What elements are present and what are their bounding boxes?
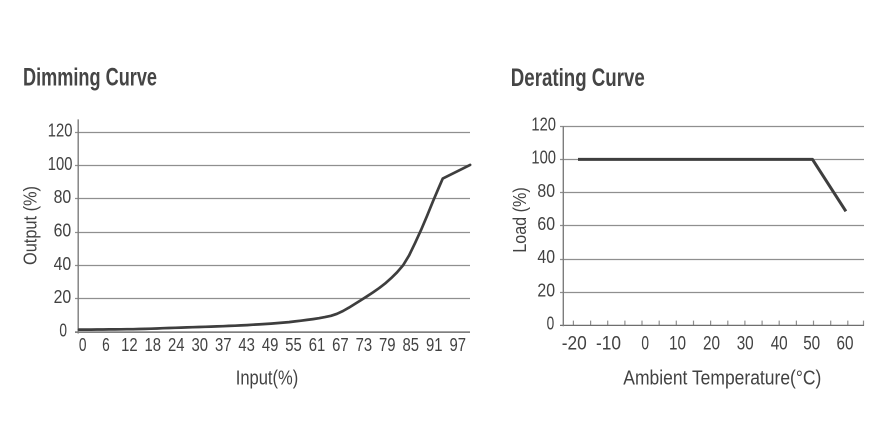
svg-text:40: 40 <box>771 334 788 355</box>
svg-text:Dimming Curve: Dimming Curve <box>23 64 157 92</box>
svg-text:55: 55 <box>285 334 302 355</box>
svg-text:80: 80 <box>54 186 72 207</box>
svg-text:Output (%): Output (%) <box>20 186 41 265</box>
svg-text:30: 30 <box>191 334 208 355</box>
svg-text:37: 37 <box>215 334 232 355</box>
svg-text:Derating Curve: Derating Curve <box>511 64 645 92</box>
svg-text:60: 60 <box>537 213 555 234</box>
svg-text:Ambient Temperature(°C): Ambient Temperature(°C) <box>623 367 821 390</box>
svg-text:Input(%): Input(%) <box>236 367 299 390</box>
svg-text:0: 0 <box>79 334 87 355</box>
svg-text:0: 0 <box>59 319 67 340</box>
svg-text:100: 100 <box>48 153 73 174</box>
svg-text:-20: -20 <box>562 334 587 355</box>
svg-text:60: 60 <box>837 334 854 355</box>
svg-text:-10: -10 <box>596 334 621 355</box>
svg-text:120: 120 <box>48 120 73 141</box>
svg-text:73: 73 <box>356 334 373 355</box>
svg-text:61: 61 <box>309 334 326 355</box>
svg-text:6: 6 <box>102 334 110 355</box>
svg-text:12: 12 <box>121 334 138 355</box>
svg-text:67: 67 <box>332 334 349 355</box>
svg-text:40: 40 <box>54 253 72 274</box>
svg-text:49: 49 <box>262 334 279 355</box>
svg-text:120: 120 <box>531 113 556 134</box>
svg-text:50: 50 <box>803 334 820 355</box>
svg-text:0: 0 <box>641 334 649 355</box>
svg-text:30: 30 <box>737 334 754 355</box>
svg-text:40: 40 <box>537 246 555 267</box>
svg-text:18: 18 <box>145 334 162 355</box>
svg-text:91: 91 <box>426 334 443 355</box>
svg-text:80: 80 <box>537 180 555 201</box>
svg-text:20: 20 <box>703 334 720 355</box>
svg-text:97: 97 <box>449 334 466 355</box>
svg-text:60: 60 <box>54 220 72 241</box>
svg-text:Load (%): Load (%) <box>509 187 530 253</box>
svg-text:85: 85 <box>403 334 420 355</box>
svg-text:10: 10 <box>669 334 686 355</box>
svg-text:20: 20 <box>537 279 555 300</box>
svg-text:20: 20 <box>54 286 72 307</box>
svg-text:100: 100 <box>531 147 556 168</box>
svg-text:43: 43 <box>238 334 255 355</box>
svg-text:24: 24 <box>168 334 185 355</box>
svg-text:79: 79 <box>379 334 396 355</box>
svg-text:0: 0 <box>547 313 555 334</box>
